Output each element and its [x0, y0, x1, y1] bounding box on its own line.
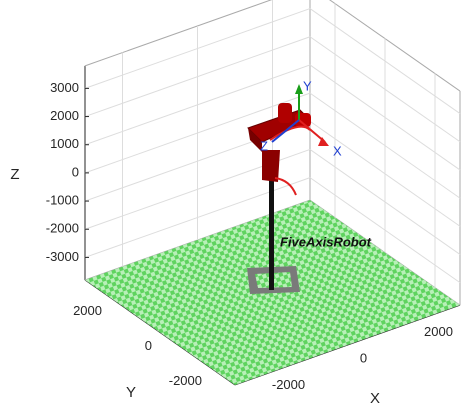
y-axis-label: Y [126, 384, 136, 401]
z-tick-label: -2000 [46, 221, 79, 236]
arm-side [248, 128, 262, 152]
z-tick-label: 2000 [50, 108, 79, 123]
x-tick-label: 0 [360, 350, 367, 365]
y-tick-label: 2000 [73, 303, 102, 318]
frame-arrow [295, 84, 303, 94]
z-tick-label: 0 [72, 164, 79, 179]
y-tick-label: -2000 [169, 373, 202, 388]
box-edge [84, 0, 273, 67]
z-tick-label: 3000 [50, 80, 79, 95]
z-axis-label: Z [10, 166, 19, 183]
z-tick-label: 1000 [50, 136, 79, 151]
pole [269, 150, 274, 290]
frame-arrow [318, 137, 329, 146]
z-tick-label: -3000 [46, 249, 79, 264]
joint [295, 113, 311, 127]
x-tick-label: -2000 [272, 377, 305, 392]
link [262, 150, 280, 182]
annotation: FiveAxisRobot [280, 234, 372, 249]
frame-label: Z [260, 138, 268, 153]
base-plate [247, 266, 300, 294]
cable [274, 177, 297, 196]
joint [278, 103, 292, 123]
frame-label: Y [303, 78, 312, 93]
x-axis-label: X [370, 390, 380, 407]
robot: Y X Z [247, 78, 342, 294]
frame-axis [271, 119, 300, 143]
z-tick-label: -1000 [46, 193, 79, 208]
y-tick-label: 0 [145, 338, 152, 353]
frame-label: X [333, 143, 342, 158]
frame-axis [298, 119, 326, 143]
x-tick-label: 2000 [424, 324, 453, 339]
